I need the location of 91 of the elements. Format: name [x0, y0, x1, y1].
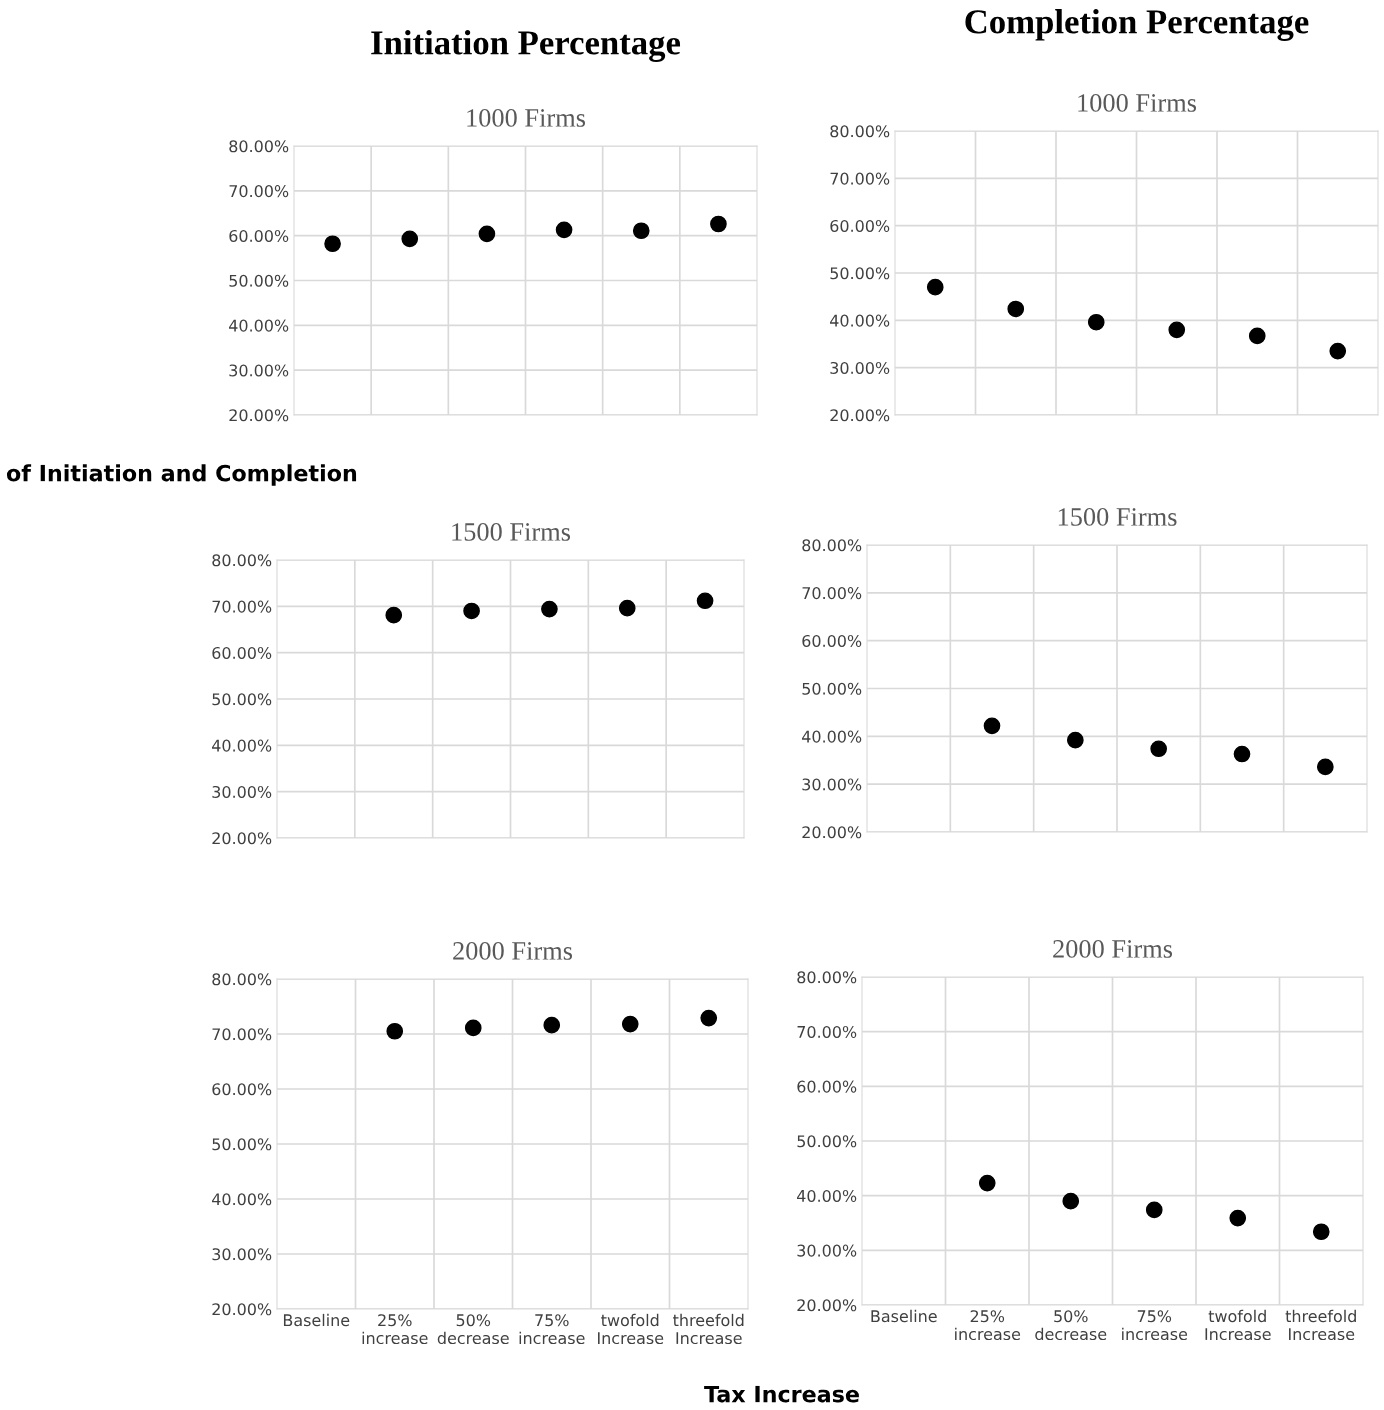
x-tick-label: twofold Increase: [598, 1313, 664, 1345]
point: [700, 1009, 718, 1027]
y-tick-label: 80.00%: [797, 971, 857, 984]
point: [1062, 1192, 1080, 1210]
y-tick-label: 60.00%: [797, 1080, 857, 1093]
y-tick-label: 40.00%: [802, 730, 862, 743]
point: [478, 225, 496, 243]
y-tick-label: 70.00%: [830, 172, 890, 185]
y-tick-label: 30.00%: [212, 1248, 272, 1261]
y-tick-label: 40.00%: [797, 1189, 857, 1202]
y-tick-label: 50.00%: [830, 267, 890, 280]
y-tick-label: 40.00%: [229, 319, 289, 332]
y-tick-label: 30.00%: [212, 785, 272, 798]
y-tick-label: 40.00%: [212, 739, 272, 752]
y-tick-label: 80.00%: [802, 539, 862, 552]
y-tick-label: 60.00%: [802, 634, 862, 647]
x-tick-label: Baseline: [871, 1309, 937, 1323]
point: [1312, 1223, 1330, 1241]
y-tick-label: 80.00%: [212, 554, 272, 567]
point: [1066, 731, 1084, 749]
y-tick-label: 50.00%: [212, 1138, 272, 1151]
y-tick-label: 30.00%: [229, 364, 289, 377]
point: [632, 222, 650, 240]
y-tick-label: 50.00%: [802, 682, 862, 695]
y-tick-label: 20.00%: [830, 409, 890, 422]
y-tick-label: 60.00%: [212, 1083, 272, 1096]
x-tick-label: 75% increase: [519, 1314, 585, 1345]
point: [1087, 313, 1105, 331]
y-tick-label: 60.00%: [229, 229, 289, 242]
point: [1150, 740, 1168, 758]
y-tick-label: 80.00%: [212, 973, 272, 986]
x-tick-label: Baseline: [283, 1313, 350, 1327]
chart-title: 1000 Firms: [467, 109, 586, 127]
y-tick-label: 70.00%: [802, 587, 862, 600]
y-tick-label: 50.00%: [229, 274, 289, 287]
x-tick-label: threefold Increase: [1285, 1309, 1356, 1341]
y-axis-title: of Initiation and Completion: [6, 464, 357, 486]
point: [1329, 342, 1347, 360]
point: [555, 221, 573, 239]
point: [464, 1019, 482, 1037]
point: [983, 717, 1001, 735]
x-tick-label: 50% decrease: [437, 1314, 509, 1345]
y-tick-label: 30.00%: [830, 361, 890, 374]
point: [710, 215, 727, 233]
point: [1233, 745, 1251, 763]
x-tick-label: 25% increase: [955, 1310, 1021, 1341]
y-tick-label: 70.00%: [797, 1025, 857, 1038]
point: [621, 1015, 639, 1033]
y-tick-label: 50.00%: [797, 1135, 857, 1148]
y-tick-label: 80.00%: [229, 140, 289, 153]
x-tick-label: threefold Increase: [673, 1313, 744, 1345]
point: [1145, 1201, 1163, 1219]
y-tick-label: 50.00%: [212, 693, 272, 706]
y-tick-label: 30.00%: [802, 778, 862, 791]
y-tick-label: 70.00%: [229, 185, 289, 198]
chart-title: 2000 Firms: [453, 942, 573, 960]
y-tick-label: 20.00%: [802, 826, 862, 839]
x-tick-label: 25% increase: [362, 1314, 428, 1345]
y-tick-label: 60.00%: [212, 646, 272, 659]
x-tick-label: twofold Increase: [1205, 1309, 1271, 1341]
chart-title: 1500 Firms: [452, 523, 571, 541]
text: Completion Percentage: [965, 9, 1309, 41]
chart-title: 1000 Firms: [1078, 94, 1197, 112]
y-tick-label: 20.00%: [229, 409, 289, 422]
chart-title: 1500 Firms: [1058, 508, 1177, 526]
y-tick-label: 40.00%: [830, 314, 890, 327]
x-axis-title: Tax Increase: [704, 1385, 859, 1403]
point: [978, 1174, 996, 1192]
chart-title: 2000 Firms: [1053, 940, 1173, 958]
y-tick-label: 30.00%: [797, 1244, 857, 1257]
y-tick-label: 20.00%: [797, 1299, 857, 1312]
point: [1316, 758, 1334, 776]
x-tick-label: 50% decrease: [1035, 1310, 1107, 1341]
point: [1229, 1209, 1247, 1227]
point: [386, 1022, 404, 1040]
point: [324, 235, 341, 253]
point: [1007, 300, 1025, 318]
point: [926, 278, 944, 296]
point: [543, 1016, 561, 1034]
point: [401, 230, 419, 248]
y-tick-label: 40.00%: [212, 1193, 272, 1206]
point: [1248, 327, 1266, 345]
y-tick-label: 60.00%: [830, 219, 890, 232]
y-tick-label: 20.00%: [212, 1303, 272, 1316]
y-tick-label: 70.00%: [212, 1028, 272, 1041]
point: [1168, 321, 1186, 339]
y-tick-label: 20.00%: [212, 832, 272, 845]
y-tick-label: 80.00%: [830, 125, 890, 138]
x-tick-label: 75% increase: [1122, 1310, 1188, 1341]
y-tick-label: 70.00%: [212, 600, 272, 613]
text: Initiation Percentage: [371, 30, 681, 62]
